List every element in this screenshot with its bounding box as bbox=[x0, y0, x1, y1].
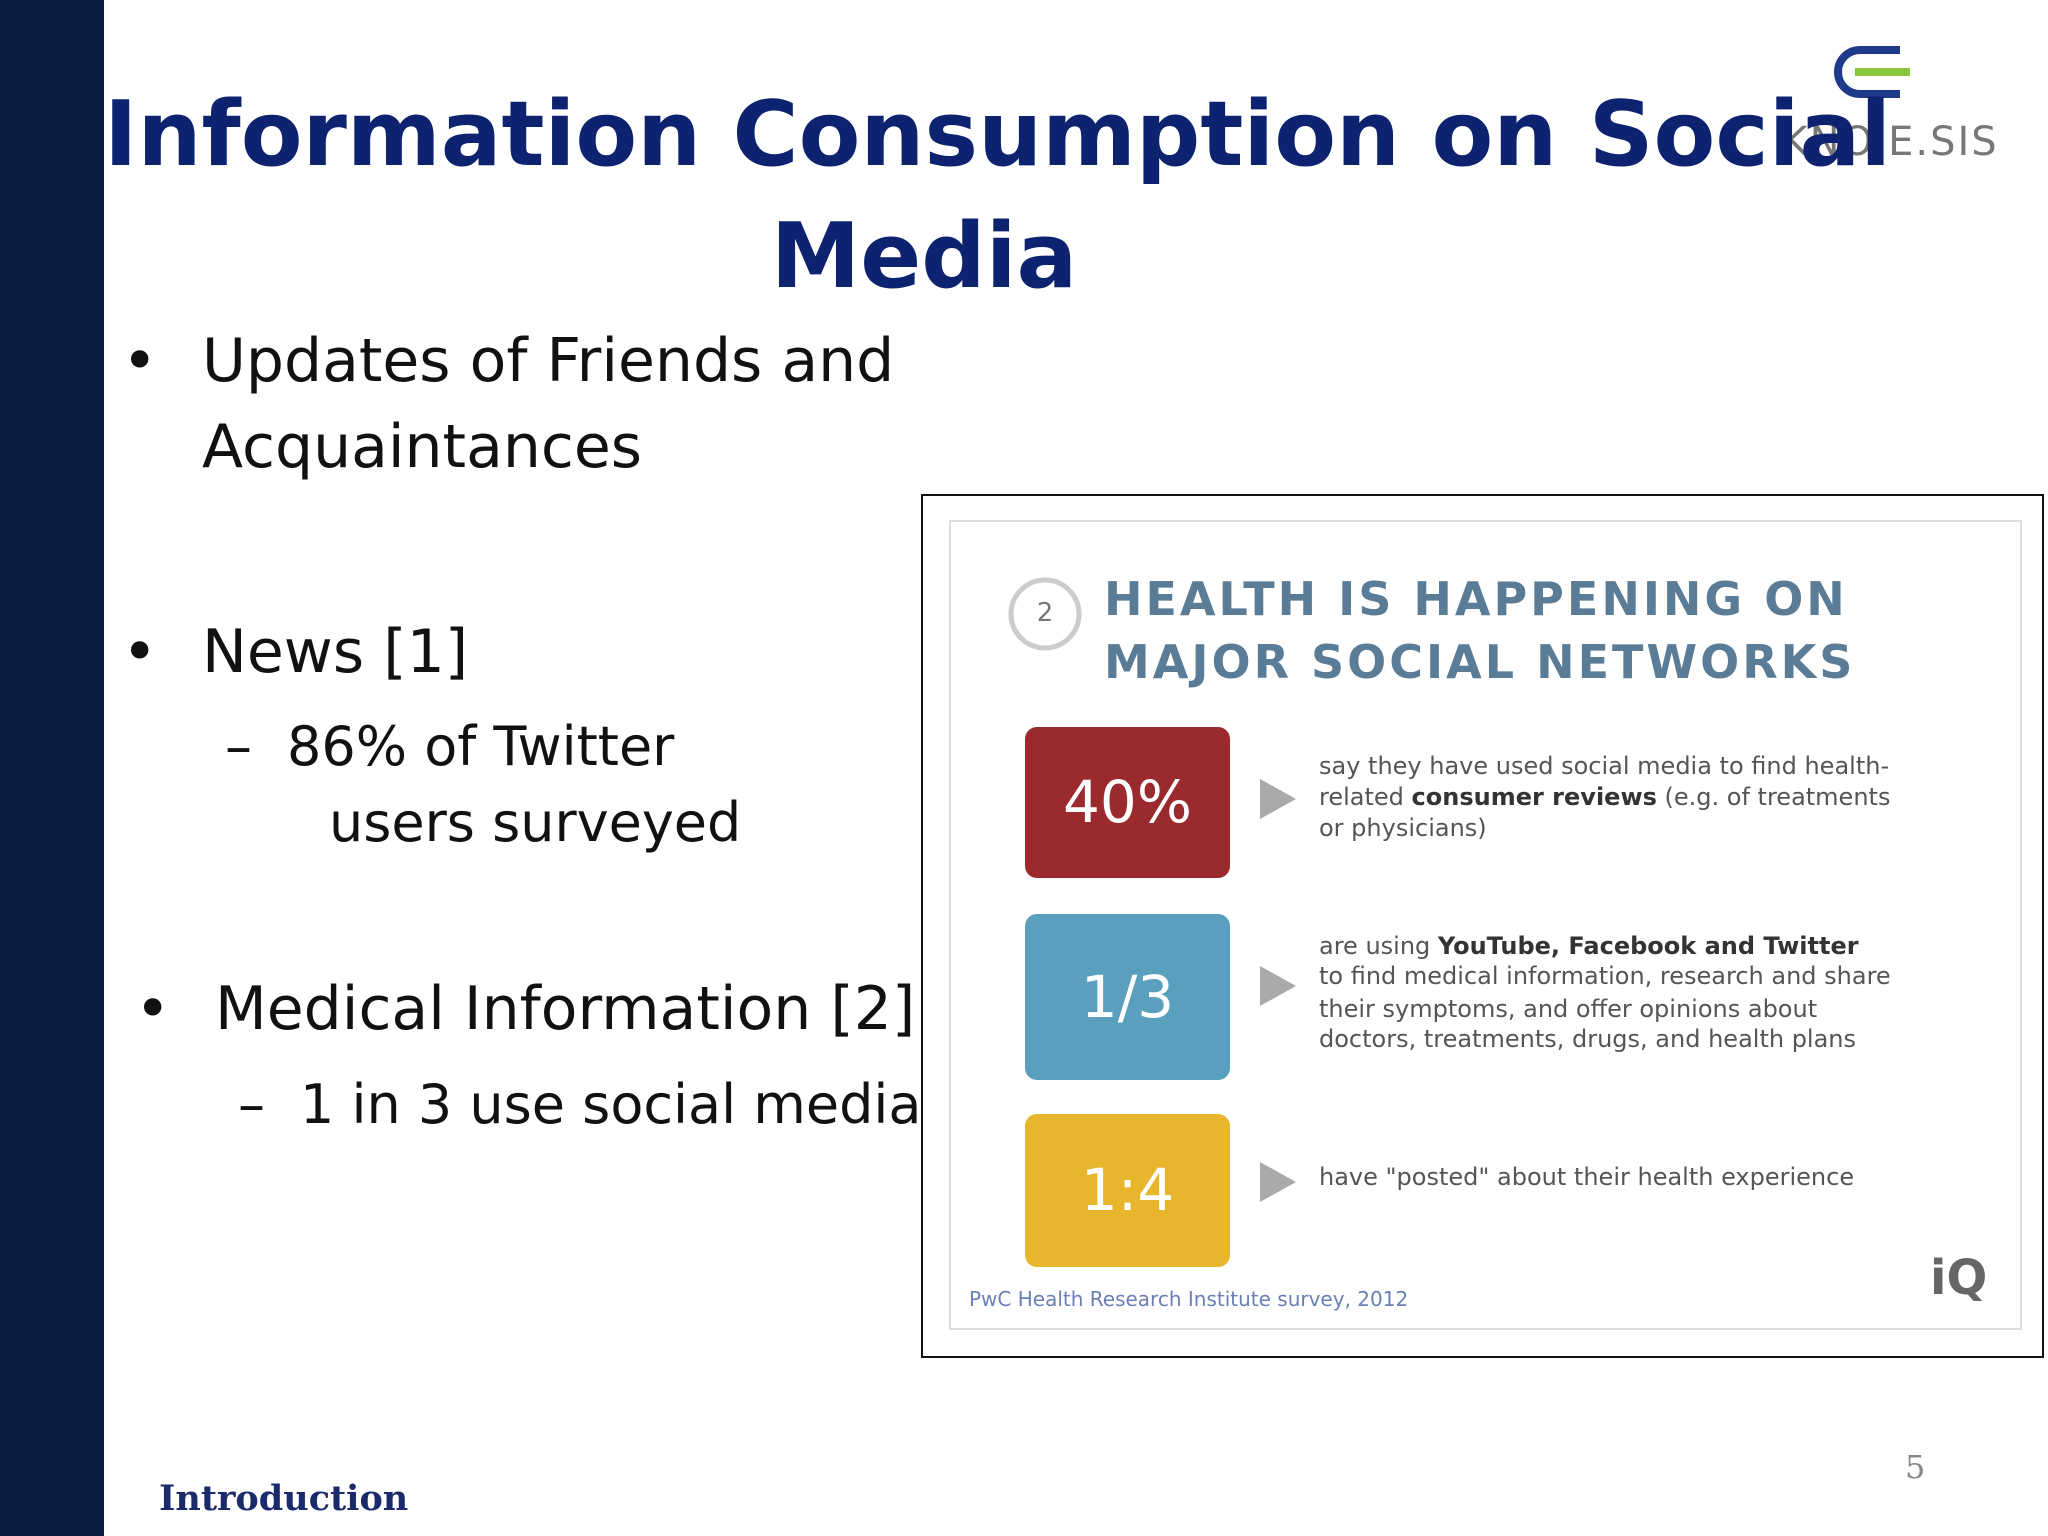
item-text: YouTube, Facebook and Twitter bbox=[1437, 932, 1859, 960]
bullet-text: Acquaintances bbox=[202, 412, 643, 482]
logo-shape bbox=[1834, 46, 1900, 98]
item-line: have "posted" about their health experie… bbox=[1319, 1163, 1854, 1191]
bullet-dot: • bbox=[122, 617, 158, 687]
stat-box: 40% bbox=[1025, 727, 1230, 878]
item-text: say they have used social media to find … bbox=[1319, 752, 1890, 780]
title: Media bbox=[770, 204, 1078, 309]
heading: HEALTH IS HAPPENING ON bbox=[1104, 572, 1848, 626]
side-bar bbox=[0, 0, 104, 1536]
source: PwC Health Research Institute survey, 20… bbox=[969, 1287, 1409, 1311]
bullet-text: News [1] bbox=[202, 617, 469, 687]
logo-mark: KNO.E.SIS bbox=[1781, 46, 1998, 165]
bullet-dot: • bbox=[135, 974, 171, 1044]
item-text: to find medical information, research an… bbox=[1319, 962, 1891, 990]
heading: MAJOR SOCIAL NETWORKS bbox=[1104, 635, 1856, 689]
item-text: their symptoms, and offer opinions about bbox=[1319, 995, 1818, 1023]
bullet-text: Medical Information [2] bbox=[215, 974, 916, 1044]
arrows bbox=[1260, 779, 1296, 1202]
image-frame bbox=[921, 494, 2044, 1358]
item-text: consumer reviews bbox=[1411, 783, 1657, 811]
sub-text: 86% of Twitter bbox=[287, 715, 675, 778]
item-text: or physicians) bbox=[1319, 814, 1487, 842]
item-line: their symptoms, and offer opinions about bbox=[1319, 995, 1817, 1023]
item-line: doctors, treatments, drugs, and health p… bbox=[1319, 1025, 1856, 1053]
item-line: are using YouTube, Facebook and Twitter bbox=[1319, 932, 1859, 960]
item-line: say they have used social media to find … bbox=[1319, 752, 1889, 780]
sub-text: 1 in 3 use social media bbox=[300, 1073, 922, 1136]
title: Information Consumption on Social bbox=[104, 82, 1892, 187]
bullet-text: Updates of Friends and bbox=[202, 326, 895, 396]
item-text: have "posted" about their health experie… bbox=[1319, 1163, 1855, 1191]
item-line: or physicians) bbox=[1319, 814, 1487, 842]
item-text: (e.g. of treatments bbox=[1656, 783, 1891, 811]
page-number: 5 bbox=[1905, 1448, 1926, 1486]
infographic-shapes bbox=[1008, 577, 1296, 1202]
brand: iQ bbox=[1930, 1250, 1988, 1306]
stat-box: 1/3 bbox=[1025, 914, 1230, 1080]
logo-shape bbox=[1855, 68, 1910, 76]
bullet-dot: • bbox=[122, 326, 158, 396]
sub-dash: – bbox=[225, 715, 252, 778]
section-label: Introduction bbox=[159, 1478, 409, 1519]
item-text: related bbox=[1319, 783, 1412, 811]
logo-text: KNO.E.SIS bbox=[1781, 119, 1998, 165]
number-circle bbox=[1008, 577, 1082, 651]
item-line: to find medical information, research an… bbox=[1319, 962, 1891, 990]
sub-dash: – bbox=[238, 1073, 265, 1136]
item-text: are using bbox=[1319, 932, 1438, 960]
stat-box: 1:4 bbox=[1025, 1114, 1230, 1267]
number: 2 bbox=[1036, 598, 1054, 628]
item-line: related consumer reviews (e.g. of treatm… bbox=[1319, 783, 1890, 811]
item-text: doctors, treatments, drugs, and health p… bbox=[1319, 1025, 1857, 1053]
sub-text: users surveyed bbox=[329, 791, 742, 854]
